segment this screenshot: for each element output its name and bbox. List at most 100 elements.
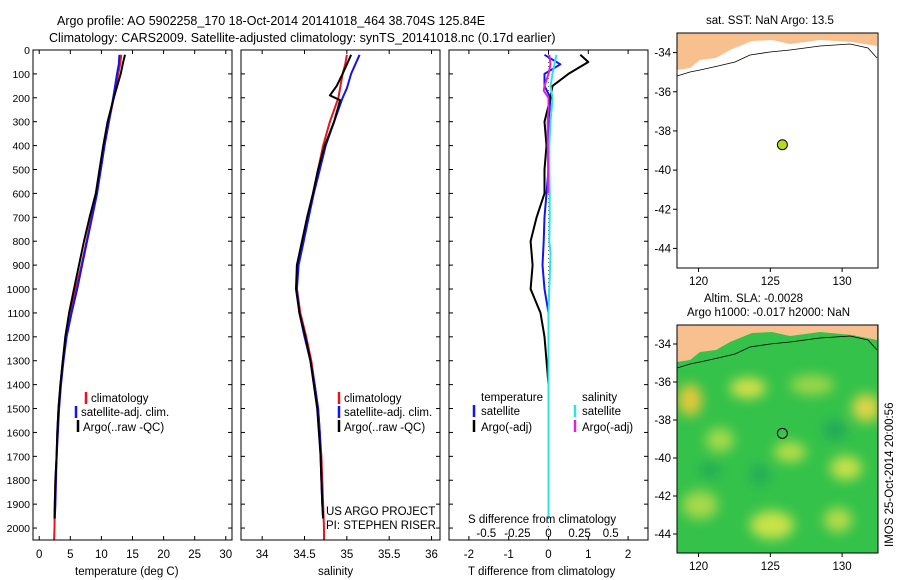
coastline-land — [677, 325, 877, 362]
depth-tick-label: 800 — [12, 236, 30, 248]
legend-label-s-argo: Argo(-adj) — [582, 422, 633, 434]
legend-label-climatology: climatology — [344, 393, 402, 405]
legend-label-climatology: climatology — [91, 393, 149, 405]
x-tick-label: 2 — [625, 549, 631, 561]
lat-tick-label: -36 — [654, 87, 671, 99]
lat-tick-label: -34 — [654, 339, 671, 351]
legend-label-t-argo: Argo(-adj) — [481, 422, 532, 434]
sla-map-title-line1: Altim. SLA: -0.0028 — [704, 293, 803, 305]
x-tick-label: 35 — [340, 549, 353, 561]
lon-tick-label: 120 — [689, 561, 708, 573]
depth-tick-label: 1800 — [7, 475, 31, 487]
x-tick-label: 35.5 — [378, 549, 400, 561]
lon-tick-label: 130 — [833, 561, 852, 573]
depth-tick-label: 400 — [12, 141, 30, 153]
series-line-climatology — [53, 54, 123, 540]
sst-map-frame — [676, 32, 879, 269]
legend-salinity-title: salinity — [582, 392, 617, 404]
x-tick-label: -1 — [504, 549, 514, 561]
coastline-contour — [677, 43, 878, 77]
s-tick-label: -0.25 — [504, 528, 530, 540]
difference-x-axis: -2 -1 0 1 2-0.5 -0.25 0 0.25 0.5 — [449, 49, 648, 561]
depth-tick-label: 1300 — [7, 356, 31, 368]
x-tick-label: 15 — [126, 549, 139, 561]
temperature-panel: 0 5 10 15 20 25 30 temperature (deg C) climato… — [32, 49, 233, 578]
s-tick-label: 0.25 — [568, 528, 590, 540]
difference-legend: temperature satellite Argo(-adj) salinit… — [472, 392, 633, 434]
coastline-contour — [677, 335, 878, 369]
salinity-x-axis: 34 34.5 35 35.5 36 — [241, 49, 440, 561]
lat-tick-label: -44 — [654, 529, 671, 541]
temperature-legend: climatology satellite-adj. clim. Argo(..… — [74, 392, 169, 434]
lat-tick-label: -40 — [654, 453, 671, 465]
difference-xlabel: T difference from climatology — [468, 566, 615, 578]
sla-map-axes: -34 -36 -38 -40 -42 -44 120 125 130 — [654, 339, 851, 573]
sla-map-title-line2: Argo h1000: -0.017 h2000: NaN — [687, 307, 850, 319]
lon-tick-label: 120 — [689, 276, 708, 288]
x-tick-label: 30 — [219, 549, 232, 561]
s-difference-label: S difference from climatology — [468, 514, 616, 526]
argo-location-marker — [776, 427, 788, 439]
legend-label-satellite: satellite-adj. clim. — [344, 407, 432, 419]
depth-tick-label: 300 — [12, 117, 30, 129]
lon-tick-label: 130 — [833, 276, 852, 288]
depth-axis: 0 100 200 300 400 500 600 700 800 900 1000 1100 1200… — [7, 45, 31, 535]
x-tick-label: 25 — [188, 549, 201, 561]
salinity-xlabel: salinity — [318, 566, 353, 578]
salinity-legend: climatology satellite-adj. clim. Argo(..… — [337, 392, 432, 434]
salinity-lines — [295, 54, 361, 540]
sla-anomaly-patches — [678, 375, 878, 539]
legend-label-satellite: satellite-adj. clim. — [81, 407, 169, 419]
temperature-x-axis: 0 5 10 15 20 25 30 — [33, 49, 232, 561]
legend-temperature-title: temperature — [481, 392, 543, 404]
coastline-land — [677, 33, 877, 70]
depth-tick-label: 1400 — [7, 380, 31, 392]
lat-tick-label: -42 — [654, 204, 671, 216]
x-tick-label: 5 — [67, 549, 73, 561]
legend-label-argo: Argo(..raw -QC) — [83, 422, 164, 434]
temperature-lines — [53, 54, 126, 540]
series-line-s-argo — [542, 54, 552, 194]
difference-frame — [448, 49, 649, 541]
sla-map-frame — [676, 324, 879, 554]
depth-tick-label: 100 — [12, 69, 30, 81]
x-tick-label: 34.5 — [293, 549, 315, 561]
depth-tick-label: 200 — [12, 93, 30, 105]
depth-tick-label: 0 — [24, 45, 30, 57]
s-tick-label: 0.5 — [603, 528, 619, 540]
series-line-argo — [295, 54, 353, 519]
x-tick-label: 34 — [256, 549, 269, 561]
project-annotation: US ARGO PROJECT — [326, 506, 435, 518]
s-tick-label: -0.5 — [476, 528, 496, 540]
figure-title-line2: Climatology: CARS2009. Satellite-adjuste… — [49, 31, 556, 45]
sst-map-axes: -34 -36 -38 -40 -42 -44 120 125 130 — [654, 48, 851, 288]
temperature-frame — [32, 49, 233, 541]
x-tick-label: 36 — [425, 549, 438, 561]
depth-tick-label: 2000 — [7, 523, 31, 535]
lat-tick-label: -40 — [654, 165, 671, 177]
sst-map-title: sat. SST: NaN Argo: 13.5 — [706, 15, 834, 27]
lat-tick-label: -44 — [654, 243, 671, 255]
depth-tick-label: 700 — [12, 212, 30, 224]
lat-tick-label: -34 — [654, 48, 671, 60]
lat-tick-label: -38 — [654, 415, 671, 427]
depth-tick-label: 1600 — [7, 427, 31, 439]
x-tick-label: 1 — [585, 549, 591, 561]
lon-tick-label: 125 — [761, 276, 780, 288]
series-line-s-satellite — [547, 54, 558, 519]
depth-tick-label: 1900 — [7, 499, 31, 511]
pi-annotation: PI: STEPHEN RISER — [326, 520, 436, 532]
difference-lines — [529, 53, 590, 519]
depth-tick-label: 500 — [12, 165, 30, 177]
lat-tick-label: -42 — [654, 491, 671, 503]
imos-timestamp: IMOS 25-Oct-2014 20:00:56 — [884, 403, 896, 547]
salinity-frame — [240, 49, 441, 541]
argo-location-marker — [776, 139, 788, 151]
x-tick-label: 10 — [95, 549, 108, 561]
depth-tick-label: 900 — [12, 260, 30, 272]
lat-tick-label: -36 — [654, 377, 671, 389]
x-tick-label: 20 — [157, 549, 170, 561]
depth-tick-label: 1100 — [7, 308, 30, 320]
depth-tick-label: 1000 — [7, 284, 31, 296]
